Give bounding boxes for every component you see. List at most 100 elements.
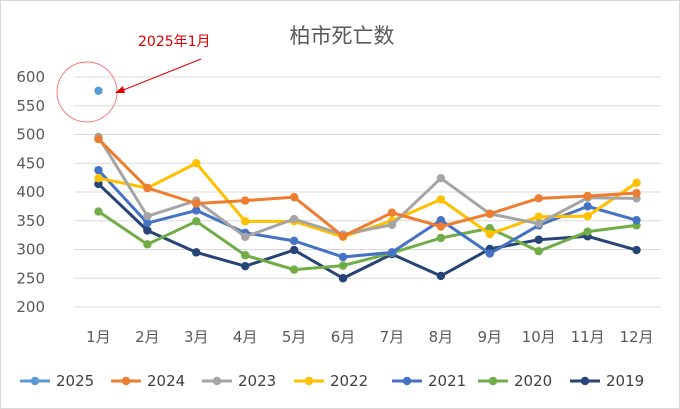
data-point xyxy=(583,227,592,236)
data-point xyxy=(534,219,543,228)
data-point xyxy=(143,183,152,193)
y-tick-label: 400 xyxy=(16,183,45,201)
data-point xyxy=(534,212,543,221)
x-tick-label: 5月 xyxy=(282,328,307,346)
data-point xyxy=(436,195,446,204)
x-tick-label: 8月 xyxy=(429,328,454,346)
series-2021 xyxy=(94,165,641,262)
y-tick-label: 500 xyxy=(16,126,45,144)
data-point xyxy=(338,252,348,262)
series-line xyxy=(97,138,637,238)
data-point xyxy=(485,224,494,233)
data-point xyxy=(94,86,103,96)
legend-label: 2025 xyxy=(56,372,94,390)
data-point xyxy=(94,179,103,189)
legend-item-2022: 2022 xyxy=(294,372,368,390)
data-point xyxy=(387,248,397,257)
legend-swatch-marker xyxy=(304,376,314,386)
legend-swatch-marker xyxy=(488,376,498,386)
x-tick-label: 2月 xyxy=(135,328,160,346)
legend-label: 2022 xyxy=(330,372,368,390)
y-tick-label: 450 xyxy=(16,154,45,172)
x-tick-label: 11月 xyxy=(571,328,605,346)
data-point xyxy=(338,232,348,241)
legend-label: 2023 xyxy=(238,372,276,390)
data-point xyxy=(289,192,299,202)
data-point xyxy=(485,249,494,258)
data-point xyxy=(338,261,348,270)
y-tick-label: 300 xyxy=(16,241,45,259)
series-line xyxy=(97,169,637,259)
data-point xyxy=(632,178,641,187)
series-2020 xyxy=(94,207,641,274)
data-point xyxy=(241,217,250,226)
x-tick-label: 10月 xyxy=(522,328,556,346)
data-point xyxy=(387,220,397,229)
series-2023 xyxy=(94,132,641,242)
legend-item-2025: 2025 xyxy=(20,372,94,390)
data-point xyxy=(192,199,201,208)
data-point xyxy=(289,265,299,274)
x-tick-label: 7月 xyxy=(380,328,405,346)
data-point xyxy=(289,214,299,224)
data-point xyxy=(436,215,446,225)
data-point xyxy=(289,236,299,246)
legend-item-2021: 2021 xyxy=(392,372,466,390)
data-point xyxy=(436,222,446,231)
data-point xyxy=(94,165,103,175)
data-point xyxy=(485,229,494,239)
data-point xyxy=(632,245,641,255)
annotation-circle xyxy=(56,61,118,123)
data-point xyxy=(241,261,250,271)
data-point xyxy=(192,217,201,226)
data-point xyxy=(94,174,103,183)
x-axis: 1月 2月 3月 4月 5月 6月 7月 8月 9月 10月 11月 12月 xyxy=(86,328,653,346)
data-point xyxy=(436,271,446,281)
data-point xyxy=(143,218,152,228)
legend-item-2020: 2020 xyxy=(478,372,552,390)
data-point xyxy=(241,232,250,242)
data-point xyxy=(338,274,348,283)
data-point xyxy=(143,240,152,249)
legend-label: 2021 xyxy=(428,372,466,390)
data-point xyxy=(143,226,152,235)
chart-title: 柏市死亡数 xyxy=(290,24,395,48)
legend-swatch-marker xyxy=(30,376,40,386)
x-tick-label: 9月 xyxy=(478,328,503,346)
legend-item-2023: 2023 xyxy=(202,372,276,390)
series-line xyxy=(97,210,637,272)
series-2025 xyxy=(94,86,103,96)
annotation-label: 2025年1月 xyxy=(138,34,211,50)
x-tick-label: 3月 xyxy=(184,328,209,346)
series-line xyxy=(97,136,637,239)
series-line xyxy=(97,182,637,280)
data-point xyxy=(94,207,103,216)
legend-label: 2024 xyxy=(147,372,185,390)
data-point xyxy=(192,159,201,168)
legend-swatch-marker xyxy=(402,376,412,386)
data-point xyxy=(241,251,250,260)
data-point xyxy=(632,215,641,225)
legend-item-2019: 2019 xyxy=(570,372,644,390)
data-point xyxy=(534,194,543,203)
legend-swatch-marker xyxy=(121,376,131,386)
data-point xyxy=(534,235,543,244)
annotation: 2025年1月 xyxy=(56,34,211,123)
x-tick-label: 6月 xyxy=(331,328,356,346)
data-point xyxy=(387,208,397,217)
series-group xyxy=(94,86,641,283)
y-tick-label: 250 xyxy=(16,269,45,287)
data-point xyxy=(192,206,201,215)
data-point xyxy=(583,202,592,211)
data-point xyxy=(485,209,494,219)
data-point xyxy=(289,245,299,255)
data-point xyxy=(436,174,446,183)
data-point xyxy=(436,233,446,243)
y-tick-label: 550 xyxy=(16,97,45,115)
data-point xyxy=(583,191,592,201)
data-point xyxy=(192,248,201,257)
x-tick-label: 1月 xyxy=(86,328,111,346)
data-point xyxy=(534,247,543,256)
